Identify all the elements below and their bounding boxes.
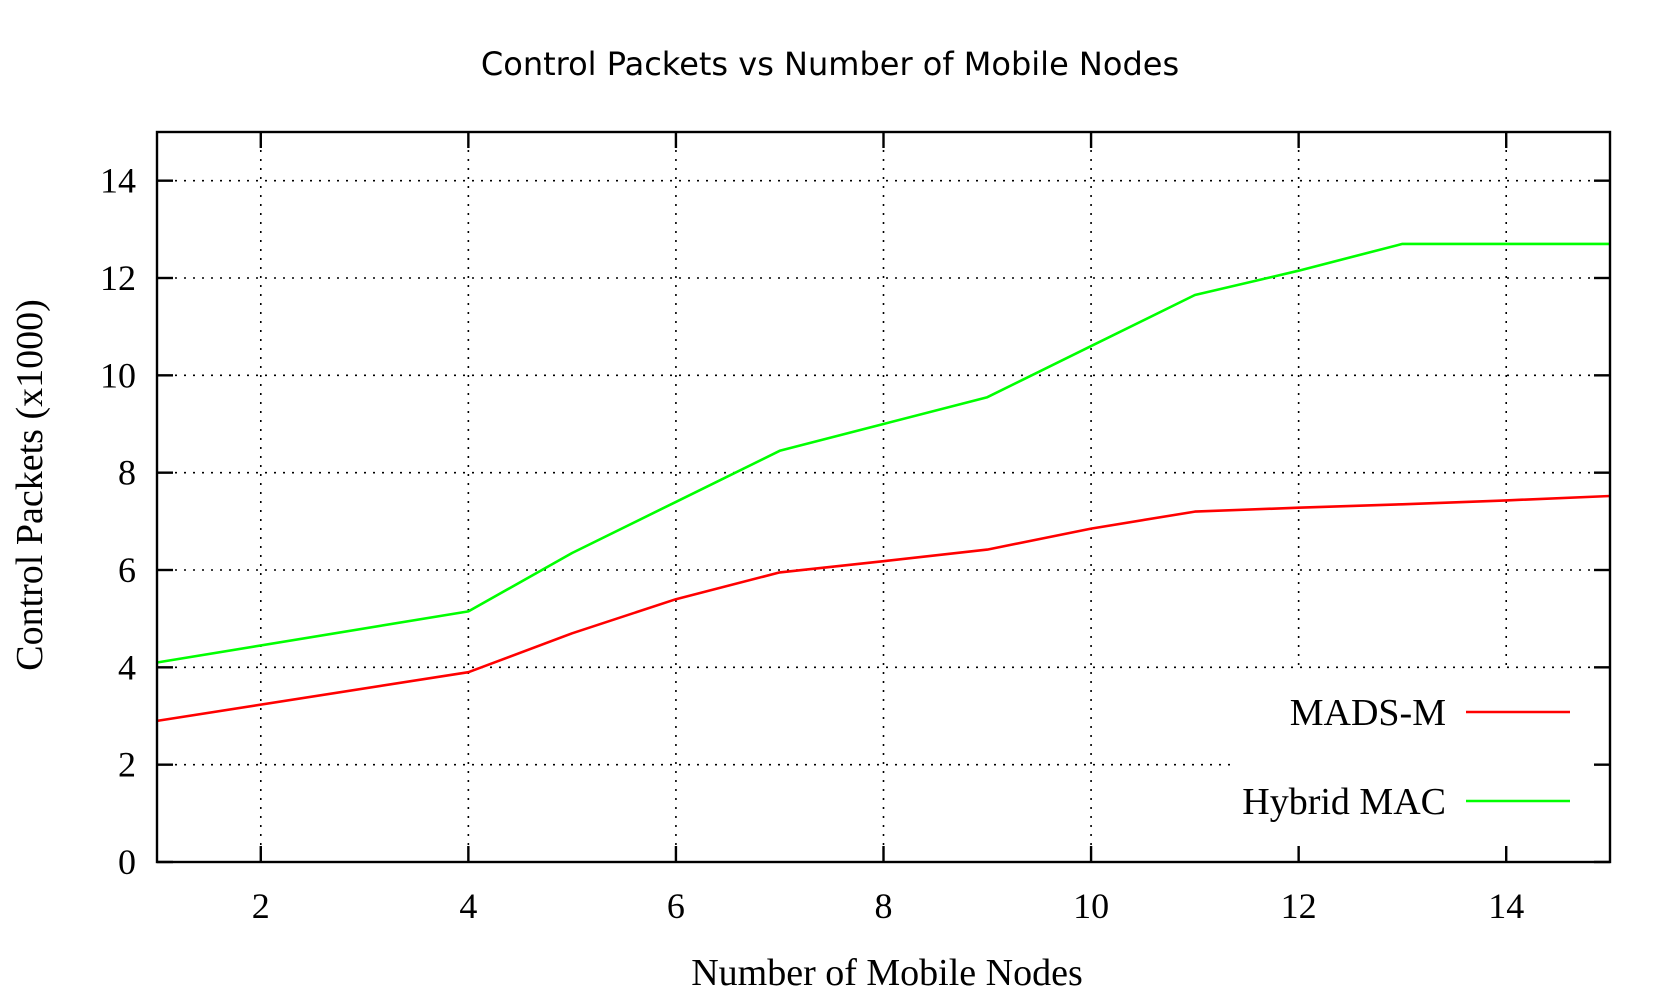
grid-lines <box>157 132 1610 862</box>
legend-label: Hybrid MAC <box>1242 781 1446 823</box>
y-tick-label: 0 <box>118 842 136 882</box>
y-tick-label: 2 <box>118 745 136 785</box>
series-line-2 <box>156 242 1610 664</box>
x-tick-label: 6 <box>667 886 685 926</box>
x-tick-label: 10 <box>1073 886 1109 926</box>
chart-title: Control Packets vs Number of Mobile Node… <box>481 45 1179 83</box>
x-tick-label: 2 <box>252 886 270 926</box>
axis-ticks <box>157 132 1610 864</box>
y-axis-label: Control Packets (x1000) <box>9 299 51 671</box>
series-line-1 <box>156 494 1611 723</box>
plot-frame <box>155 130 1612 864</box>
legend: MADS-M Hybrid MAC <box>1242 692 1570 823</box>
x-tick-labels: 2 4 6 8 10 12 14 <box>252 886 1524 926</box>
y-tick-label: 4 <box>118 647 136 687</box>
y-tick-label: 6 <box>118 550 136 590</box>
y-tick-label: 10 <box>100 355 136 395</box>
y-tick-label: 8 <box>118 453 136 493</box>
x-tick-label: 12 <box>1281 886 1317 926</box>
x-axis-label: Number of Mobile Nodes <box>691 952 1083 994</box>
y-tick-label: 14 <box>100 161 136 201</box>
series-lines <box>156 242 1611 723</box>
x-tick-label: 8 <box>875 886 893 926</box>
x-tick-label: 4 <box>459 886 477 926</box>
y-tick-labels: 0 2 4 6 8 10 12 14 <box>100 161 136 882</box>
y-tick-label: 12 <box>100 258 136 298</box>
x-tick-label: 14 <box>1488 886 1524 926</box>
legend-label: MADS-M <box>1290 692 1446 734</box>
